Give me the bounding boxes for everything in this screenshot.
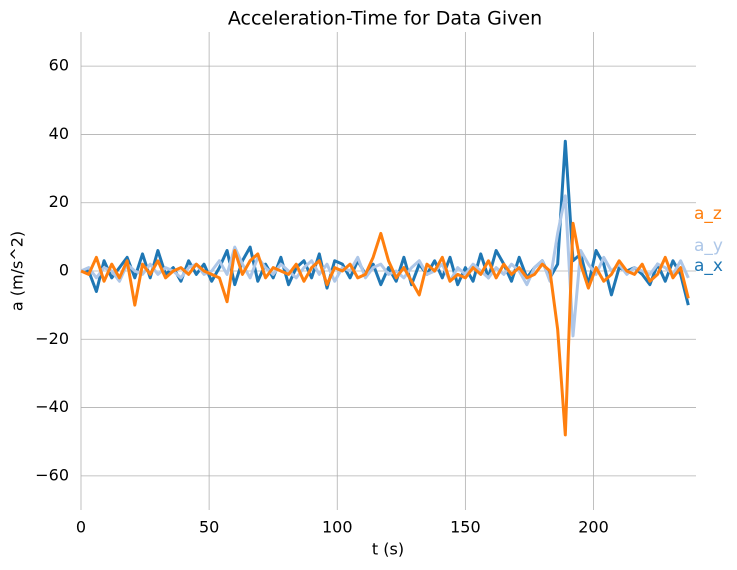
y-tick-label: 0	[59, 261, 69, 280]
y-tick-label: −40	[35, 397, 69, 416]
y-tick-label: −20	[35, 329, 69, 348]
y-tick-label: 40	[49, 124, 69, 143]
x-tick-label: 100	[322, 518, 353, 537]
x-tick-label: 200	[578, 518, 609, 537]
x-tick-label: 50	[199, 518, 219, 537]
series-label: a_x	[694, 256, 723, 276]
y-tick-label: 20	[49, 192, 69, 211]
y-tick-label: −60	[35, 465, 69, 484]
x-axis-label: t (s)	[372, 540, 404, 559]
x-tick-label: 0	[76, 518, 86, 537]
series-line	[80, 194, 690, 338]
y-tick-label: 60	[49, 56, 69, 75]
chart-title: Acceleration-Time for Data Given	[228, 8, 542, 30]
series-line	[81, 139, 690, 306]
series-line	[80, 221, 690, 437]
series-label: a_y	[694, 236, 723, 256]
series-label: a_z	[694, 204, 722, 224]
y-axis-label: a (m/s^2)	[8, 231, 27, 311]
x-tick-label: 150	[450, 518, 481, 537]
